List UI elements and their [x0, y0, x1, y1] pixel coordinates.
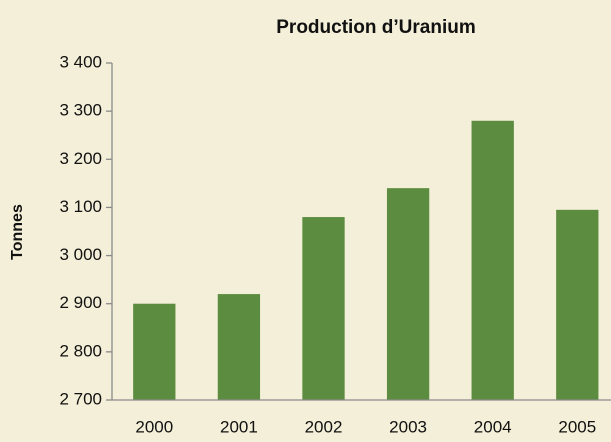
y-tick-label: 2 700: [59, 389, 102, 408]
y-tick-label: 3 300: [59, 101, 102, 120]
y-tick-label: 3 000: [59, 245, 102, 264]
y-tick-label: 3 200: [59, 149, 102, 168]
x-tick-label: 2004: [474, 417, 512, 436]
y-axis-title: Tonnes: [9, 204, 26, 260]
bar: [471, 120, 514, 401]
bar: [386, 188, 430, 400]
y-tick-label: 3 100: [59, 197, 102, 216]
chart-title: Production d’Uranium: [276, 17, 476, 38]
y-tick-label: 2 900: [59, 293, 102, 312]
x-tick-label: 2001: [220, 417, 258, 436]
y-tick-label: 3 400: [59, 52, 102, 71]
y-tick-label: 2 800: [59, 341, 102, 360]
bar: [133, 303, 176, 400]
x-tick-label: 2005: [558, 417, 596, 436]
x-tick-label: 2002: [305, 417, 343, 436]
x-tick-label: 2003: [389, 417, 427, 436]
bar: [302, 217, 345, 400]
bar: [556, 209, 599, 400]
bar: [217, 294, 261, 400]
x-tick-label: 2000: [135, 417, 173, 436]
